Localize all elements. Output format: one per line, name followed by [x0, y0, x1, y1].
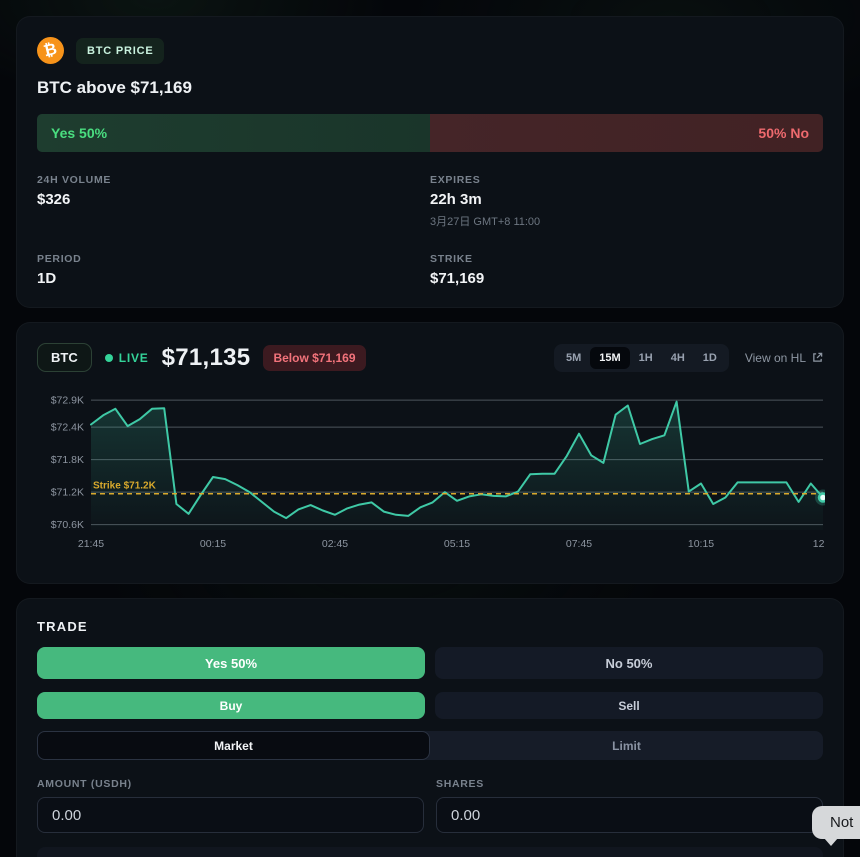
market-category-badge: BTC PRICE — [76, 37, 165, 64]
price-status-badge: Below $71,169 — [263, 344, 366, 371]
sell-button[interactable]: Sell — [435, 692, 823, 719]
svg-text:21:45: 21:45 — [78, 538, 104, 550]
buy-button[interactable]: Buy — [37, 692, 425, 719]
svg-text:10:15: 10:15 — [688, 538, 714, 550]
order-type-toggle: Market Limit — [37, 731, 823, 760]
view-on-hl-link[interactable]: View on HL — [745, 351, 823, 365]
yes-percentage-label: Yes 50% — [51, 125, 108, 141]
svg-text:$72.9K: $72.9K — [51, 395, 84, 407]
shares-label: SHARES — [436, 778, 484, 790]
market-title: BTC above $71,169 — [37, 78, 192, 97]
stat-strike: STRIKE $71,169 — [430, 253, 485, 287]
svg-text:05:15: 05:15 — [444, 538, 470, 550]
svg-text:02:45: 02:45 — [322, 538, 348, 550]
market-stats: 24H VOLUME $326 EXPIRES 22h 3m 3月27日 GMT… — [37, 174, 823, 287]
svg-text:$71.2K: $71.2K — [51, 487, 84, 499]
svg-text:Strike $71.2K: Strike $71.2K — [93, 481, 157, 492]
symbol-pill: BTC — [37, 343, 92, 372]
live-indicator: LIVE — [104, 350, 149, 365]
live-label: LIVE — [118, 350, 149, 365]
price-chart: $72.9K $72.4K $71.8K $71.2K $70.6K Strike $71… — [37, 382, 834, 563]
current-price: $71,135 — [161, 343, 251, 371]
trade-heading: TRADE — [37, 619, 88, 634]
timeframe-button-4h[interactable]: 4H — [662, 347, 694, 369]
stat-expires: EXPIRES 22h 3m 3月27日 GMT+8 11:00 — [430, 174, 823, 229]
stat-24h-volume: 24H VOLUME $326 — [37, 174, 112, 208]
shares-input[interactable] — [436, 797, 823, 833]
price-chart-svg: $72.9K $72.4K $71.8K $71.2K $70.6K Strike $71… — [51, 395, 834, 550]
order-type-market[interactable]: Market — [37, 731, 430, 760]
timeframe-button-1h[interactable]: 1H — [630, 347, 662, 369]
trade-card: TRADE Yes 50% No 50% Buy Sell Market Limi… — [16, 598, 844, 857]
connect-wallet-button[interactable]: Connect Wallet — [37, 847, 823, 857]
bitcoin-icon: ₿ — [37, 37, 64, 64]
yes-button[interactable]: Yes 50% — [37, 647, 425, 679]
no-percentage-bar: 50% No — [430, 114, 823, 152]
svg-text:$70.6K: $70.6K — [51, 519, 84, 531]
svg-text:$71.8K: $71.8K — [51, 454, 84, 466]
timeframe-button-5m[interactable]: 5M — [557, 347, 590, 369]
shares-field-group: SHARES — [436, 778, 823, 833]
amount-field-group: AMOUNT (USDH) — [37, 778, 424, 833]
sentiment-bar: Yes 50% 50% No — [37, 114, 823, 152]
order-type-limit[interactable]: Limit — [612, 738, 641, 753]
amount-label: AMOUNT (USDH) — [37, 778, 132, 790]
svg-text:00:15: 00:15 — [200, 538, 226, 550]
amount-input[interactable] — [37, 797, 424, 833]
timeframe-group: 5M 15M 1H 4H 1D — [553, 343, 729, 372]
expiry-datetime: 3月27日 GMT+8 11:00 — [430, 216, 541, 228]
external-link-icon — [813, 352, 823, 362]
svg-text:12:4: 12:4 — [813, 538, 825, 550]
toast-notification[interactable]: Not — [812, 806, 860, 846]
stat-period: PERIOD 1D — [37, 253, 82, 287]
timeframe-button-1d[interactable]: 1D — [694, 347, 726, 369]
yes-percentage-bar: Yes 50% — [37, 114, 430, 152]
chart-card: BTC LIVE $71,135 Below $71,169 5M 15M 1H 4H… — [16, 322, 844, 584]
no-percentage-label: 50% No — [758, 125, 809, 141]
no-button[interactable]: No 50% — [435, 647, 823, 679]
timeframe-button-15m[interactable]: 15M — [590, 346, 630, 369]
svg-text:$72.4K: $72.4K — [51, 422, 84, 434]
toast-text: Not — [830, 814, 854, 831]
market-card: ₿ BTC PRICE BTC above $71,169 Yes 50% 50… — [16, 16, 844, 308]
live-dot-icon — [104, 353, 113, 362]
svg-text:07:45: 07:45 — [566, 538, 592, 550]
